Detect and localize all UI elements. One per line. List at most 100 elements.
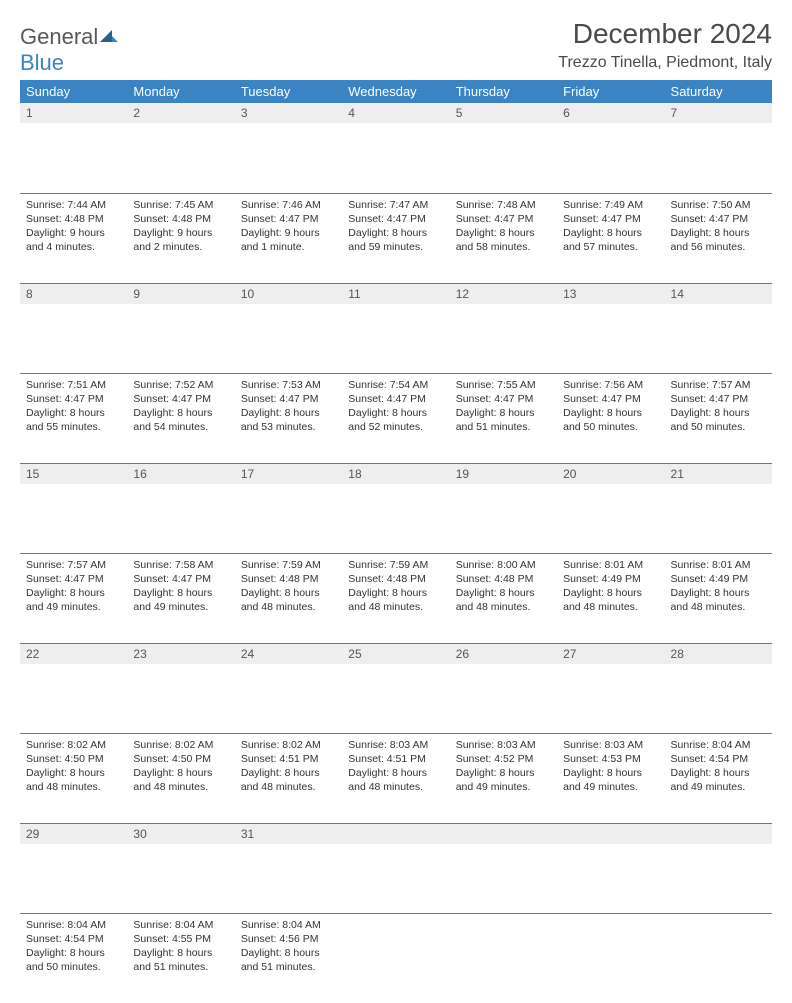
day-number: 30 xyxy=(127,824,234,844)
weekday-header: Monday xyxy=(127,80,234,103)
month-title: December 2024 xyxy=(558,18,772,50)
sunrise: Sunrise: 7:53 AM xyxy=(241,378,336,392)
day-data xyxy=(665,914,772,924)
sunset: Sunset: 4:55 PM xyxy=(133,932,228,946)
daylight: Daylight: 8 hours and 55 minutes. xyxy=(26,406,121,434)
day-number: 18 xyxy=(342,464,449,484)
weekday-header: Tuesday xyxy=(235,80,342,103)
day-cell-data: Sunrise: 7:52 AMSunset: 4:47 PMDaylight:… xyxy=(127,373,234,463)
day-cell-num: 27 xyxy=(557,643,664,733)
brand-part1: General xyxy=(20,24,98,49)
day-cell-data: Sunrise: 7:58 AMSunset: 4:47 PMDaylight:… xyxy=(127,553,234,643)
brand-part2: Blue xyxy=(20,50,64,75)
day-number: 20 xyxy=(557,464,664,484)
day-data: Sunrise: 7:58 AMSunset: 4:47 PMDaylight:… xyxy=(127,554,234,621)
header: General Blue December 2024 Trezzo Tinell… xyxy=(20,18,772,78)
daylight: Daylight: 8 hours and 59 minutes. xyxy=(348,226,443,254)
daylight: Daylight: 8 hours and 49 minutes. xyxy=(26,586,121,614)
day-number: 28 xyxy=(665,644,772,664)
sunrise: Sunrise: 8:03 AM xyxy=(563,738,658,752)
sunset: Sunset: 4:47 PM xyxy=(563,212,658,226)
day-cell-data: Sunrise: 7:49 AMSunset: 4:47 PMDaylight:… xyxy=(557,193,664,283)
day-cell-data: Sunrise: 8:03 AMSunset: 4:53 PMDaylight:… xyxy=(557,733,664,823)
day-number: 11 xyxy=(342,284,449,304)
weekday-header: Thursday xyxy=(450,80,557,103)
day-data: Sunrise: 7:48 AMSunset: 4:47 PMDaylight:… xyxy=(450,194,557,261)
day-data: Sunrise: 7:52 AMSunset: 4:47 PMDaylight:… xyxy=(127,374,234,441)
day-cell-num: 9 xyxy=(127,283,234,373)
day-cell-data: Sunrise: 8:02 AMSunset: 4:51 PMDaylight:… xyxy=(235,733,342,823)
day-data: Sunrise: 7:50 AMSunset: 4:47 PMDaylight:… xyxy=(665,194,772,261)
sunrise: Sunrise: 7:58 AM xyxy=(133,558,228,572)
week-daynum-row: 1234567 xyxy=(20,103,772,193)
sunset: Sunset: 4:49 PM xyxy=(671,572,766,586)
day-data: Sunrise: 7:47 AMSunset: 4:47 PMDaylight:… xyxy=(342,194,449,261)
day-number: 7 xyxy=(665,103,772,123)
day-data: Sunrise: 7:57 AMSunset: 4:47 PMDaylight:… xyxy=(20,554,127,621)
sunset: Sunset: 4:47 PM xyxy=(456,392,551,406)
sunset: Sunset: 4:48 PM xyxy=(26,212,121,226)
daylight: Daylight: 8 hours and 48 minutes. xyxy=(26,766,121,794)
weekday-header: Wednesday xyxy=(342,80,449,103)
sunrise: Sunrise: 7:50 AM xyxy=(671,198,766,212)
day-data: Sunrise: 7:59 AMSunset: 4:48 PMDaylight:… xyxy=(342,554,449,621)
sunset: Sunset: 4:51 PM xyxy=(348,752,443,766)
day-number: 22 xyxy=(20,644,127,664)
sunrise: Sunrise: 7:54 AM xyxy=(348,378,443,392)
daylight: Daylight: 8 hours and 49 minutes. xyxy=(563,766,658,794)
day-number: 10 xyxy=(235,284,342,304)
sunset: Sunset: 4:48 PM xyxy=(456,572,551,586)
day-number: 13 xyxy=(557,284,664,304)
sunrise: Sunrise: 7:45 AM xyxy=(133,198,228,212)
daylight: Daylight: 8 hours and 54 minutes. xyxy=(133,406,228,434)
day-cell-num: 12 xyxy=(450,283,557,373)
day-cell-data: Sunrise: 8:03 AMSunset: 4:52 PMDaylight:… xyxy=(450,733,557,823)
day-cell-data: Sunrise: 7:48 AMSunset: 4:47 PMDaylight:… xyxy=(450,193,557,283)
day-data: Sunrise: 7:51 AMSunset: 4:47 PMDaylight:… xyxy=(20,374,127,441)
sunrise: Sunrise: 8:04 AM xyxy=(26,918,121,932)
sunset: Sunset: 4:54 PM xyxy=(26,932,121,946)
day-cell-num xyxy=(557,823,664,913)
day-number: 23 xyxy=(127,644,234,664)
sunset: Sunset: 4:52 PM xyxy=(456,752,551,766)
sunset: Sunset: 4:47 PM xyxy=(671,392,766,406)
logo-sail-icon xyxy=(98,24,118,49)
sunset: Sunset: 4:50 PM xyxy=(26,752,121,766)
day-data: Sunrise: 8:02 AMSunset: 4:50 PMDaylight:… xyxy=(20,734,127,801)
day-data: Sunrise: 8:03 AMSunset: 4:53 PMDaylight:… xyxy=(557,734,664,801)
day-number xyxy=(665,824,772,844)
sunset: Sunset: 4:54 PM xyxy=(671,752,766,766)
weekday-header-row: Sunday Monday Tuesday Wednesday Thursday… xyxy=(20,80,772,103)
day-cell-data xyxy=(557,913,664,1003)
daylight: Daylight: 8 hours and 51 minutes. xyxy=(456,406,551,434)
day-cell-num: 16 xyxy=(127,463,234,553)
day-cell-data: Sunrise: 8:01 AMSunset: 4:49 PMDaylight:… xyxy=(557,553,664,643)
day-number: 14 xyxy=(665,284,772,304)
calendar-table: Sunday Monday Tuesday Wednesday Thursday… xyxy=(20,80,772,1003)
sunrise: Sunrise: 8:04 AM xyxy=(241,918,336,932)
day-cell-data: Sunrise: 8:04 AMSunset: 4:55 PMDaylight:… xyxy=(127,913,234,1003)
day-cell-num: 17 xyxy=(235,463,342,553)
day-cell-data xyxy=(665,913,772,1003)
sunset: Sunset: 4:47 PM xyxy=(241,212,336,226)
week-data-row: Sunrise: 7:57 AMSunset: 4:47 PMDaylight:… xyxy=(20,553,772,643)
day-cell-num: 5 xyxy=(450,103,557,193)
day-cell-num: 19 xyxy=(450,463,557,553)
week-data-row: Sunrise: 7:44 AMSunset: 4:48 PMDaylight:… xyxy=(20,193,772,283)
day-cell-num: 28 xyxy=(665,643,772,733)
day-cell-data: Sunrise: 7:54 AMSunset: 4:47 PMDaylight:… xyxy=(342,373,449,463)
day-cell-data: Sunrise: 7:57 AMSunset: 4:47 PMDaylight:… xyxy=(20,553,127,643)
daylight: Daylight: 8 hours and 52 minutes. xyxy=(348,406,443,434)
day-number: 2 xyxy=(127,103,234,123)
day-number: 6 xyxy=(557,103,664,123)
sunset: Sunset: 4:47 PM xyxy=(671,212,766,226)
day-cell-data: Sunrise: 8:01 AMSunset: 4:49 PMDaylight:… xyxy=(665,553,772,643)
daylight: Daylight: 9 hours and 1 minute. xyxy=(241,226,336,254)
day-cell-num: 6 xyxy=(557,103,664,193)
day-cell-data: Sunrise: 7:56 AMSunset: 4:47 PMDaylight:… xyxy=(557,373,664,463)
daylight: Daylight: 8 hours and 51 minutes. xyxy=(241,946,336,974)
day-cell-data: Sunrise: 7:53 AMSunset: 4:47 PMDaylight:… xyxy=(235,373,342,463)
day-cell-num: 8 xyxy=(20,283,127,373)
day-cell-data xyxy=(450,913,557,1003)
sunset: Sunset: 4:47 PM xyxy=(26,572,121,586)
